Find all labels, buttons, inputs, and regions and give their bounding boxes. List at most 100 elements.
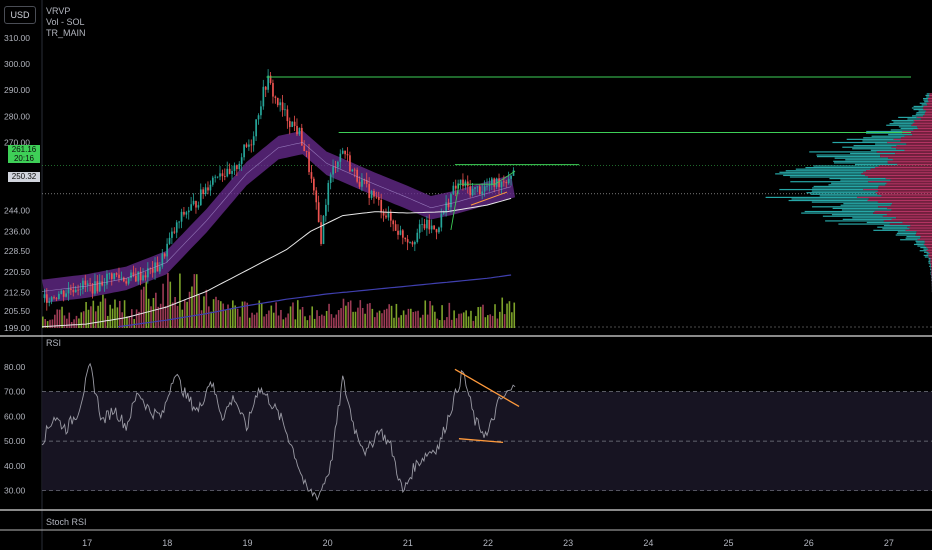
volume-bar [292,302,294,328]
profile-bar-down [923,243,932,246]
candle-body [428,219,431,230]
profile-bar-down [902,221,932,224]
volume-profile [765,93,932,293]
profile-bar-up [913,108,924,111]
candle-body [46,294,48,303]
profile-bar-down [928,251,932,253]
candle-body [450,194,452,208]
profile-bar-up [930,273,932,275]
profile-bar-up [801,212,874,214]
candle-body [317,202,320,223]
volume-bar [85,302,87,328]
stoch-rsi-pane-label[interactable]: Stoch RSI [46,517,87,527]
legend-item-volume[interactable]: Vol - SOL [46,17,85,27]
volume-bar [429,301,431,328]
volume-bar [277,315,280,328]
volume-bar [345,305,347,328]
candle-body [491,178,493,186]
profile-bar-down [878,187,932,189]
volume-bar [126,316,128,328]
volume-bar [462,312,465,328]
volume-bar [145,280,148,328]
profile-bar-up [928,257,931,260]
candle-body [202,189,205,195]
profile-bar-up [842,218,892,220]
profile-bar-down [926,102,932,104]
volume-bar [371,308,374,328]
profile-bar-up [918,110,926,112]
volume-bar [474,316,477,328]
profile-bar-up [889,123,913,125]
candle-body [474,187,476,189]
candle-body [440,213,443,228]
volume-bar [487,315,489,328]
legend-item-tr-main[interactable]: TR_MAIN [46,28,86,38]
volume-bar [311,306,314,328]
volume-bar [258,300,261,328]
candle-body [426,219,428,229]
price-tick-label: 270.00 [4,137,30,147]
candle-body [108,273,111,275]
profile-bar-down [891,146,932,148]
volume-bar [330,314,333,328]
volume-bar [114,299,116,328]
candle-body [118,274,120,278]
rsi-tick-label: 80.00 [4,362,26,372]
profile-bar-down [914,121,932,123]
profile-bar-down [897,163,932,166]
profile-bar-down [867,199,932,202]
volume-bar [73,319,75,328]
profile-bar-up [920,246,927,249]
volume-bar [167,272,169,328]
candle-body [161,253,164,267]
profile-bar-down [892,159,932,161]
candle-body [142,275,144,281]
profile-bar-up [870,149,905,151]
profile-bar-up [871,135,905,137]
volume-bar [210,311,212,328]
candle-body [204,187,207,195]
rsi-pane-label[interactable]: RSI [46,338,62,348]
profile-bar-up [930,267,932,269]
profile-bar-up [916,112,925,114]
profile-bar-up [779,171,864,173]
profile-bar-down [889,223,932,225]
profile-bar-up [917,245,926,247]
volume-bar [296,300,299,328]
candle-body [438,227,440,233]
volume-bar [388,304,390,328]
volume-bar [63,315,66,328]
volume-bar [181,309,184,328]
profile-bar-up [805,166,876,169]
volume-bar [68,312,71,328]
candle-body [483,186,486,192]
candle-body [98,281,101,292]
profile-bar-down [875,166,932,169]
profile-bar-up [785,170,867,172]
volume-bar [434,311,436,328]
currency-button[interactable]: USD [4,6,36,24]
legend-item-vrvp[interactable]: VRVP [46,6,71,16]
volume-bar [236,308,239,328]
candle-body [433,225,435,230]
volume-bar [260,303,263,328]
volume-bar [207,306,210,328]
volume-bar [412,311,415,328]
profile-bar-down [902,132,932,134]
profile-bar-up [875,143,907,145]
volume-bar [217,300,220,328]
profile-bar-up [866,130,903,133]
profile-bar-up [906,236,921,238]
volume-bar [147,298,150,328]
profile-bar-down [928,101,932,103]
candle-body [173,231,176,233]
candle-body [183,211,185,215]
candle-body [399,230,402,235]
ribbon-band [42,130,516,303]
candle-body [166,243,168,257]
price-tick-label: 236.00 [4,226,30,236]
candle-body [122,277,125,282]
candle-body [341,150,344,154]
rsi-tick-label: 60.00 [4,411,26,421]
